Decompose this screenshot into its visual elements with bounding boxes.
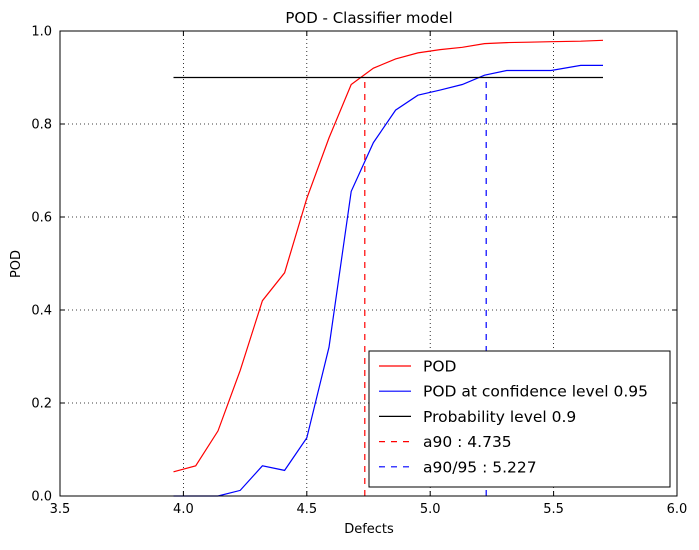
y-tick-label: 0.8 bbox=[31, 118, 52, 133]
x-tick-label: 6.0 bbox=[667, 502, 688, 517]
x-tick-label: 5.5 bbox=[543, 502, 564, 517]
plot-frame bbox=[59, 30, 678, 497]
y-axis-label: POD bbox=[9, 250, 24, 278]
legend-box bbox=[368, 350, 671, 488]
y-tick-label: 0.2 bbox=[31, 397, 52, 412]
ticks-layer: 3.5 4.0 4.5 5.0 5.5 6.0 0.0 0.2 0.4 0.6 0.8 1.0 bbox=[31, 25, 687, 518]
y-tick-label: 1.0 bbox=[31, 25, 52, 40]
legend-label-1: POD bbox=[423, 358, 457, 376]
y-tick-label: 0.0 bbox=[31, 490, 52, 505]
series-layer bbox=[173, 39, 604, 497]
x-tick-label: 4.5 bbox=[296, 502, 317, 517]
x-tick-label: 3.5 bbox=[50, 502, 71, 517]
y-tick-label: 0.4 bbox=[31, 304, 52, 319]
legend-label-4: a90 : 4.735 bbox=[423, 433, 512, 451]
series-line-1 bbox=[173, 39, 604, 473]
chart-title: POD - Classifier model bbox=[285, 9, 452, 27]
x-tick-label: 4.0 bbox=[173, 502, 194, 517]
x-axis-label: Defects bbox=[344, 522, 394, 537]
series-line-2 bbox=[173, 64, 603, 497]
legend-label-5: a90/95 : 5.227 bbox=[423, 458, 537, 476]
y-tick-label: 0.6 bbox=[31, 211, 52, 226]
legend-label-2: POD at confidence level 0.95 bbox=[423, 383, 648, 401]
legend: POD POD at confidence level 0.95 Probabili… bbox=[368, 350, 671, 488]
x-tick-label: 5.0 bbox=[420, 502, 441, 517]
legend-label-3: Probability level 0.9 bbox=[423, 408, 576, 426]
